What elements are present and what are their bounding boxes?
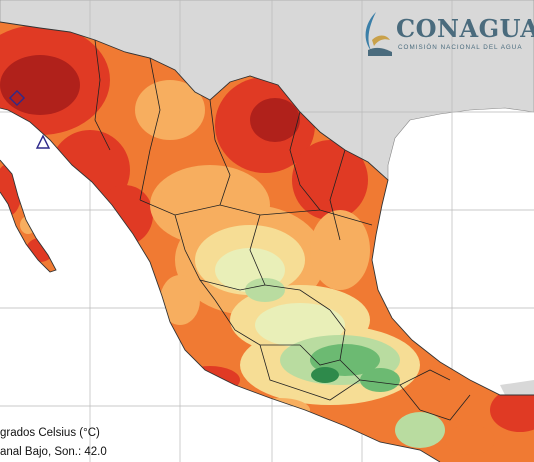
logo-subtitle: COMISIÓN NACIONAL DEL AGUA (398, 44, 523, 51)
conagua-logo: CONAGUA COMISIÓN NACIONAL DEL AGUA (356, 8, 534, 60)
legend-units: grados Celsius (°C) (0, 427, 100, 439)
caribbean-land (500, 380, 534, 395)
legend-max-station: anal Bajo, Son.: 42.0 (0, 446, 107, 458)
diamond-marker (8, 89, 26, 107)
northern-border-and-gulf-coast (0, 21, 534, 396)
conagua-emblem-icon (365, 12, 392, 56)
logo-title: CONAGUA (396, 14, 534, 43)
state-borders (94, 39, 471, 421)
pacific-coastline (0, 107, 441, 462)
triangle-marker (35, 134, 51, 149)
legend: grados Celsius (°C) anal Bajo, Son.: 42.… (0, 424, 107, 462)
baja-coastline (0, 159, 57, 273)
